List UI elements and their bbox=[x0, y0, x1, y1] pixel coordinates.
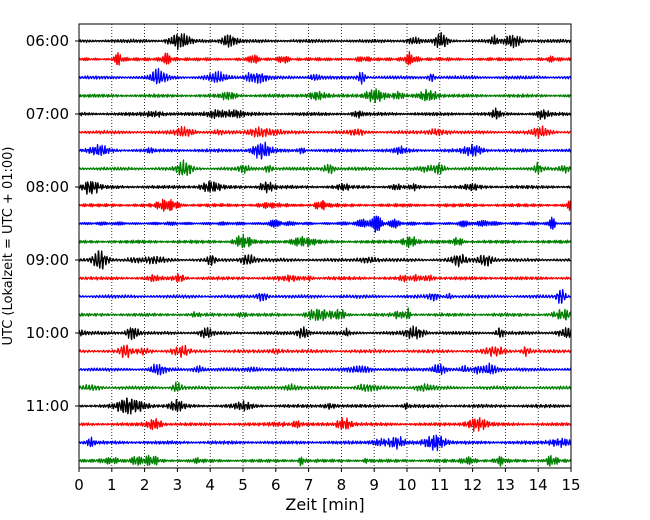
trace-line bbox=[78, 344, 572, 359]
trace-line bbox=[78, 67, 572, 85]
x-tick-label: 10 bbox=[397, 476, 416, 494]
trace-line bbox=[78, 273, 572, 283]
trace-line bbox=[78, 233, 572, 249]
y-tick-label: 07:00 bbox=[26, 105, 69, 123]
x-axis-label: Zeit [min] bbox=[285, 495, 364, 514]
trace-line bbox=[78, 51, 572, 66]
trace-line bbox=[78, 215, 572, 233]
x-tick-label: 2 bbox=[140, 476, 150, 494]
trace-line bbox=[78, 159, 572, 177]
y-tick-label: 10:00 bbox=[26, 324, 69, 342]
trace-line bbox=[78, 141, 572, 160]
plot-frame bbox=[78, 23, 572, 469]
trace-line bbox=[78, 362, 572, 376]
y-axis-label: UTC (Lokalzeit = UTC + 01:00) bbox=[1, 147, 16, 346]
trace-line bbox=[78, 434, 572, 452]
trace-line bbox=[78, 454, 572, 467]
x-tick-label: 5 bbox=[238, 476, 248, 494]
x-tick-label: 12 bbox=[463, 476, 482, 494]
y-tick-label: 11:00 bbox=[26, 397, 69, 415]
trace-line bbox=[78, 307, 572, 322]
x-tick-label: 11 bbox=[430, 476, 449, 494]
trace-line bbox=[78, 31, 572, 51]
x-tick-label: 6 bbox=[271, 476, 281, 494]
x-tick-label: 3 bbox=[173, 476, 183, 494]
trace-line bbox=[78, 288, 572, 304]
trace-line bbox=[78, 88, 572, 104]
x-axis-ticks: 0 1 2 3 4 5 6 7 8 9 10 11 12 13 14 15 bbox=[74, 468, 581, 494]
x-tick-label: 0 bbox=[74, 476, 84, 494]
trace-line bbox=[78, 198, 572, 212]
x-tick-label: 4 bbox=[205, 476, 215, 494]
x-tick-label: 15 bbox=[561, 476, 580, 494]
trace-line bbox=[78, 381, 572, 392]
trace-line bbox=[78, 180, 572, 195]
y-tick-label: 08:00 bbox=[26, 178, 69, 196]
trace-line bbox=[78, 250, 572, 270]
trace-line bbox=[78, 325, 572, 341]
x-tick-label: 9 bbox=[369, 476, 379, 494]
x-tick-label: 7 bbox=[304, 476, 314, 494]
x-tick-label: 1 bbox=[107, 476, 117, 494]
x-tick-label: 14 bbox=[529, 476, 548, 494]
trace-line bbox=[78, 417, 572, 432]
y-axis-ticks: 06:00 07:00 08:00 09:00 10:00 11:00 bbox=[26, 32, 79, 415]
x-tick-label: 13 bbox=[496, 476, 515, 494]
y-tick-label: 06:00 bbox=[26, 32, 69, 50]
trace-line bbox=[78, 125, 572, 139]
seismic-traces bbox=[78, 31, 572, 467]
trace-line bbox=[78, 107, 572, 120]
x-tick-label: 8 bbox=[337, 476, 347, 494]
trace-line bbox=[78, 397, 572, 415]
y-tick-label: 09:00 bbox=[26, 251, 69, 269]
